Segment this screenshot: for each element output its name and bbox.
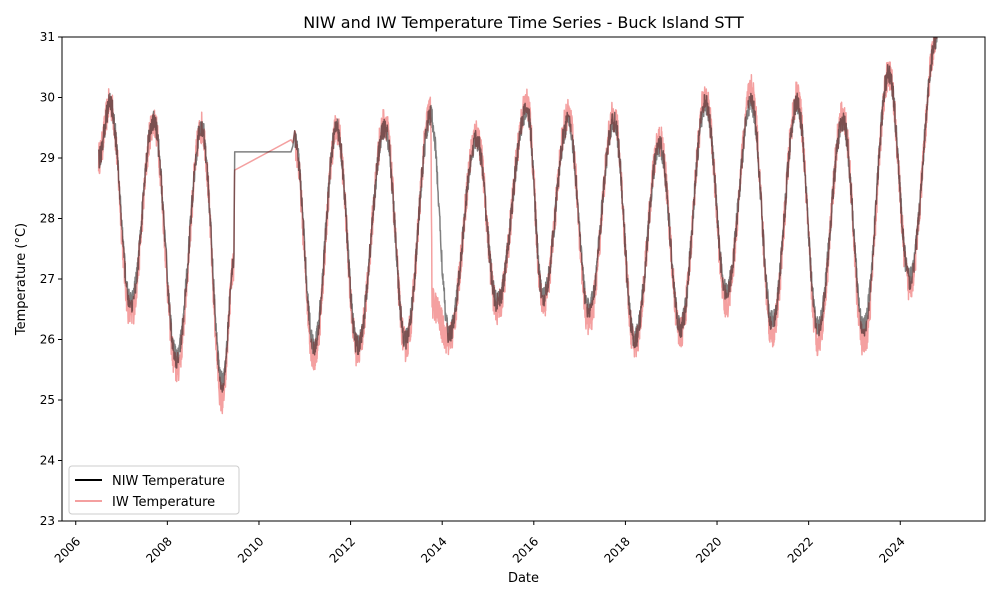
x-tick-label: 2008 [143, 534, 174, 565]
chart-title: NIW and IW Temperature Time Series - Buc… [303, 13, 744, 32]
x-tick-label: 2010 [235, 534, 266, 565]
y-axis-label: Temperature (°C) [14, 223, 29, 336]
y-tick-label: 31 [40, 30, 55, 44]
y-tick-label: 30 [40, 91, 55, 105]
legend-label: NIW Temperature [112, 474, 225, 489]
niw-temperature-line [97, 37, 938, 393]
x-tick-label: 2006 [52, 534, 83, 565]
series-layer [97, 37, 938, 415]
legend-label: IW Temperature [112, 495, 215, 510]
x-tick-label: 2018 [601, 534, 632, 565]
y-tick-label: 29 [40, 151, 55, 165]
x-tick-label: 2014 [418, 534, 449, 565]
y-tick-label: 27 [40, 272, 55, 286]
x-tick-label: 2012 [327, 534, 358, 565]
y-tick-label: 25 [40, 393, 55, 407]
iw-temperature-line [97, 37, 938, 415]
x-tick-label: 2020 [693, 534, 724, 565]
y-tick-label: 23 [40, 514, 55, 528]
x-tick-label: 2022 [785, 534, 816, 565]
x-tick-label: 2016 [510, 534, 541, 565]
y-tick-label: 24 [40, 454, 55, 468]
y-tick-label: 26 [40, 333, 55, 347]
legend-box [68, 465, 240, 515]
x-axis-label: Date [508, 571, 539, 586]
y-tick-label: 28 [40, 212, 55, 226]
x-tick-label: 2024 [876, 534, 907, 565]
legend: NIW Temperature IW Temperature [68, 465, 240, 515]
plot-frame [61, 36, 986, 522]
